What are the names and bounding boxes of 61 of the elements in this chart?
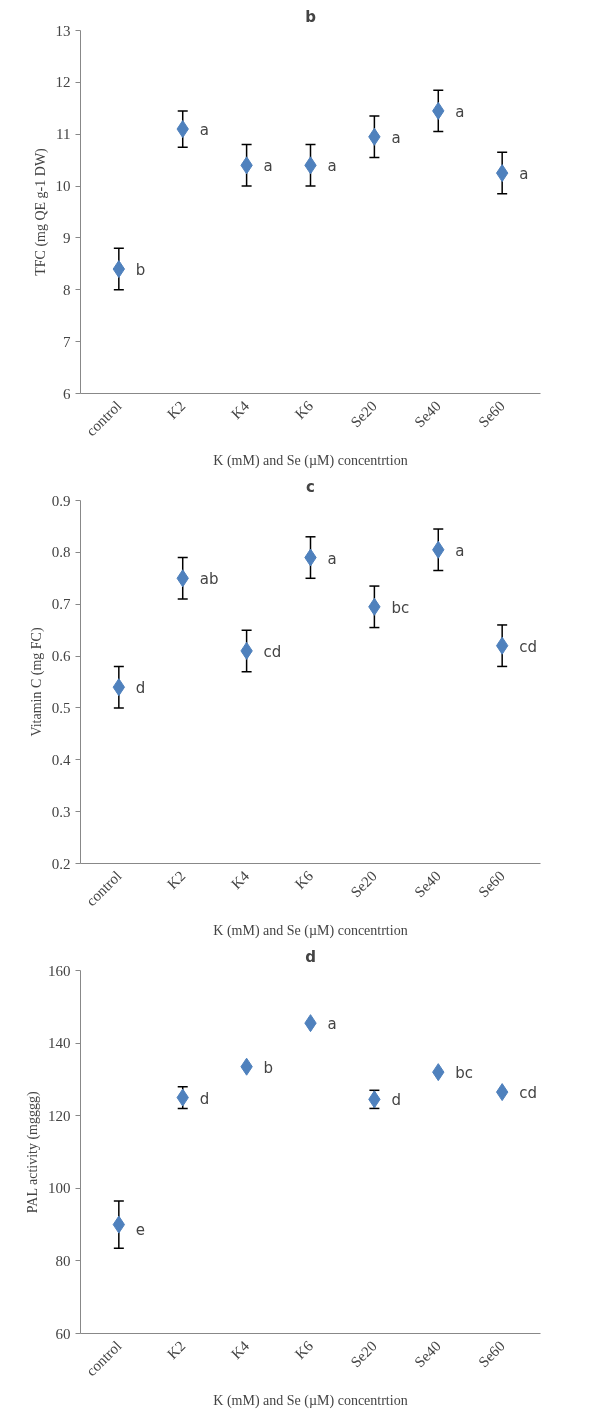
y-tick-label: 8 (63, 281, 71, 298)
x-tick-label: K4 (227, 867, 253, 893)
y-axis-title: Vitamin C (mg FC) (28, 627, 45, 737)
y-tick-label: 160 (48, 962, 71, 979)
annotation: a (263, 157, 273, 176)
y-axis-title: PAL activity (mgggg) (25, 1091, 41, 1214)
y-tick-label: 0.3 (51, 803, 71, 820)
chart-title: c (306, 477, 315, 496)
y-tick-label: 120 (48, 1107, 71, 1124)
x-axis-title: K (mM) and Se (µM) concentrtion (213, 452, 408, 469)
y-tick-label: 7 (63, 333, 71, 350)
chart-title: b (305, 7, 317, 26)
y-tick-label: 12 (55, 74, 71, 91)
y-tick-label: 0.2 (51, 855, 71, 872)
annotation: bc (455, 1064, 474, 1083)
annotation: cd (519, 637, 537, 656)
x-tick-label: K2 (164, 867, 189, 893)
annotation: a (519, 165, 529, 184)
annotation: b (263, 1058, 274, 1077)
x-tick-label: K2 (164, 397, 189, 423)
y-tick-label: 0.9 (51, 492, 71, 509)
y-tick-label: 0.5 (51, 699, 71, 716)
annotation: a (327, 549, 337, 568)
annotation: a (391, 128, 401, 147)
annotation: bc (391, 598, 410, 617)
annotation: a (455, 541, 465, 560)
annotation: d (199, 1089, 210, 1108)
y-tick-label: 6 (63, 385, 71, 402)
y-tick-label: 9 (63, 229, 71, 246)
x-tick-label: K4 (227, 1337, 253, 1363)
chart-title: d (305, 947, 316, 966)
x-axis-title: K (mM) and Se (µM) concentrtion (213, 922, 408, 939)
y-tick-label: 11 (56, 126, 71, 143)
annotation: cd (263, 642, 282, 661)
y-tick-label: 60 (55, 1325, 71, 1342)
x-axis-title: K (mM) and Se (µM) concentrtion (213, 1392, 408, 1409)
annotation: e (135, 1220, 146, 1239)
annotation: b (135, 261, 146, 280)
y-tick-label: 10 (55, 178, 71, 195)
annotation: a (455, 102, 465, 121)
y-tick-label: 0.4 (51, 751, 71, 768)
x-tick-label: K6 (291, 397, 317, 423)
annotation: a (327, 157, 337, 176)
x-tick-label: K6 (291, 1337, 317, 1363)
x-tick-label: K6 (291, 867, 317, 893)
y-axis-title: TFC (mg QE g-1 DW) (32, 147, 49, 276)
y-tick-label: 80 (55, 1252, 71, 1269)
x-tick-label: K2 (164, 1337, 189, 1363)
annotation: d (391, 1091, 401, 1110)
x-tick-label: K4 (227, 397, 253, 423)
y-tick-label: 140 (48, 1035, 71, 1052)
y-tick-label: 0.7 (51, 596, 71, 613)
annotation: a (199, 121, 209, 140)
y-tick-label: 100 (48, 1180, 71, 1197)
y-tick-label: 0.6 (51, 648, 71, 665)
annotation: d (135, 679, 146, 698)
annotation: cd (519, 1084, 537, 1103)
annotation: a (327, 1015, 337, 1034)
y-tick-label: 0.8 (51, 544, 71, 561)
y-tick-label: 13 (55, 22, 71, 39)
annotation: ab (199, 570, 219, 589)
